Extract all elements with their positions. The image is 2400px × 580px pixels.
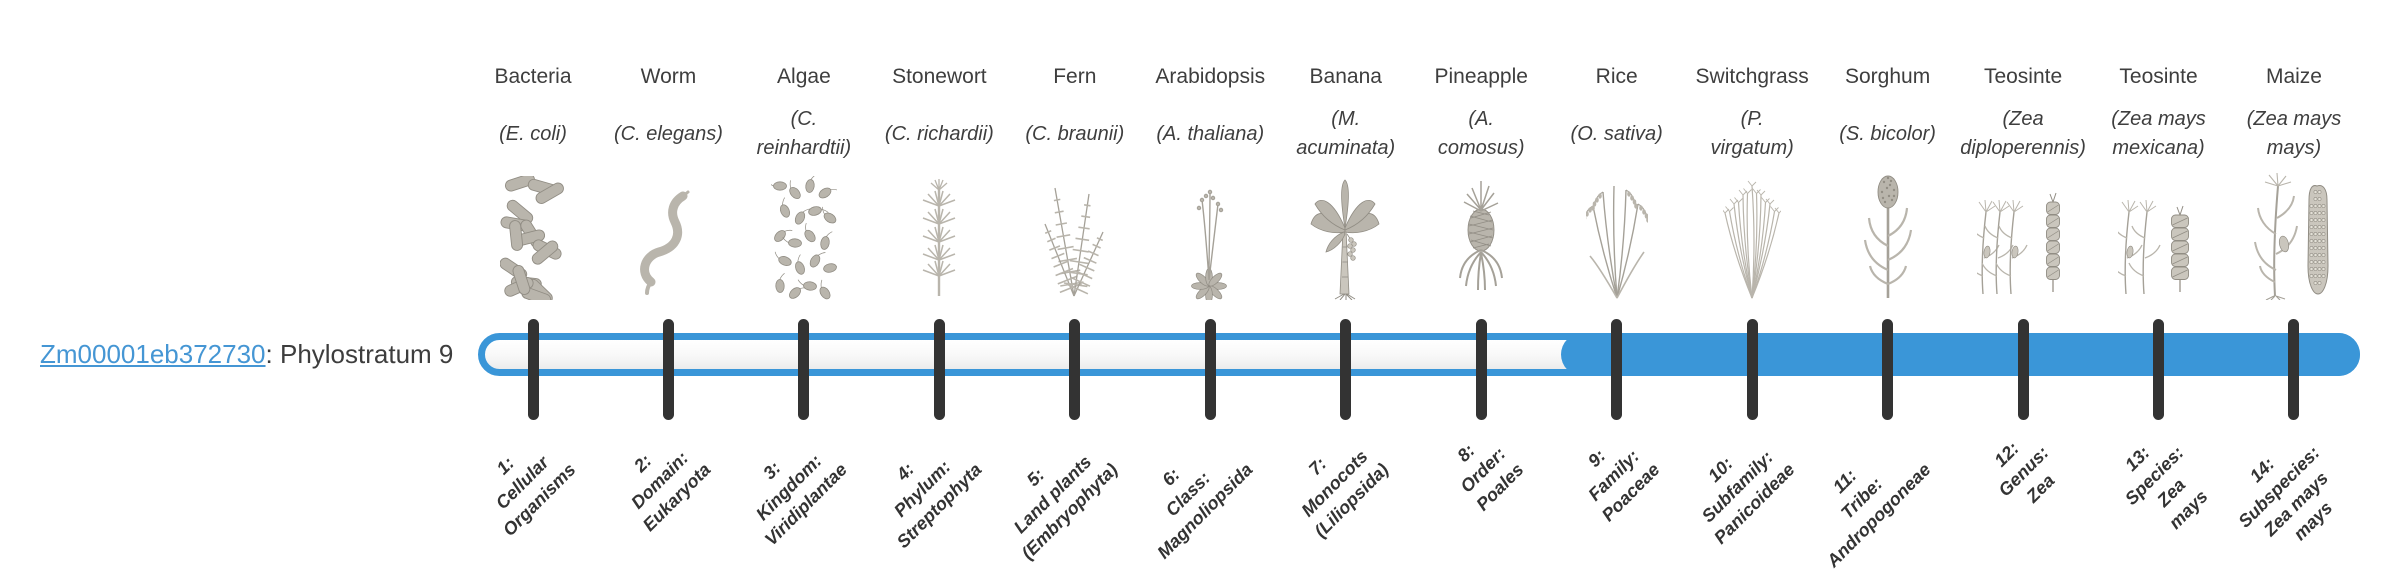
phylostratum-tick <box>1475 319 1487 420</box>
organism-scientific-name: (C. elegans) <box>613 122 723 145</box>
organism-common-name: Stonewort <box>892 65 987 88</box>
phylostratum-tick <box>527 319 539 420</box>
phylostratum-tick <box>2017 319 2029 420</box>
organism-scientific-name: (A. comosus) <box>1437 108 1525 159</box>
phylostratum-label: 6: Class: Magnoliopsida <box>1153 459 1257 563</box>
phylostratum-tick <box>1069 319 1081 420</box>
organism-common-name: Teosinte <box>1983 65 2063 88</box>
organism-scientific-name: (C. richardii) <box>884 122 994 145</box>
phylostratum-label: 13: Species: Zea mays <box>2121 442 2213 533</box>
gene-label: Zm00001eb372730: Phylostratum 9 <box>40 339 453 369</box>
phylostratum-label: 10: Subfamily: Panicoideae <box>1697 446 1799 548</box>
organism-scientific-name: (O. sativa) <box>1570 122 1663 145</box>
phylostratum-label: 12: Genus: Zea <box>1990 438 2059 507</box>
organism-common-name: Sorghum <box>1844 65 1931 88</box>
organism-scientific-name: (P. virgatum) <box>1710 108 1794 159</box>
organism-scientific-name: (E. coli) <box>499 122 567 145</box>
worm-icon <box>613 172 723 300</box>
arabidopsis-icon <box>1155 172 1265 300</box>
organism-scientific-name: (C. braunii) <box>1025 122 1125 145</box>
timeline-filled-segment <box>1561 333 2360 376</box>
phylostratum-label: 11: Tribe: Andropogoneae <box>1822 459 1935 572</box>
organism-scientific-name: (A. thaliana) <box>1156 122 1265 145</box>
phylostratum-label: 1: Cellular Organisms <box>491 452 580 540</box>
organism-common-name: Rice <box>1595 65 1638 88</box>
fern-icon <box>1020 172 1130 300</box>
phylostratum-tick <box>1746 319 1758 420</box>
stonewort-icon <box>884 172 994 300</box>
phylostratum-label: 14: Subspecies: Zea mays mays <box>2234 442 2337 545</box>
organism-common-name: Banana <box>1309 65 1382 88</box>
organism-common-name: Worm <box>640 65 697 88</box>
phylostratum-tick <box>798 319 810 420</box>
organism-common-name: Bacteria <box>494 65 572 88</box>
phylostratum-label: 2: Domain: Eukaryota <box>627 447 715 536</box>
teosinte-diploperennis-icon <box>1968 172 2078 300</box>
phylostratum-tick <box>662 319 674 420</box>
organism-common-name: Algae <box>777 65 831 88</box>
algae-icon <box>749 172 859 300</box>
phylostratum-tick <box>1204 319 1216 420</box>
organism-scientific-name: (S. bicolor) <box>1839 122 1936 145</box>
organism-common-name: Maize <box>2265 65 2322 88</box>
pineapple-icon <box>1426 172 1536 300</box>
organism-common-name: Fern <box>1053 65 1097 88</box>
phylostratum-label: 5: Land plants (Embryophyta) <box>1009 451 1122 564</box>
phylostratum-tick <box>2153 319 2165 420</box>
gene-phylostratum-text: : Phylostratum 9 <box>265 339 454 369</box>
phylostratum-label: 4: Phylum: Streptophyta <box>890 456 986 552</box>
phylostratum-tick <box>2288 319 2300 420</box>
phylostratum-label: 3: Kingdom: Viridiplantae <box>751 450 851 550</box>
organism-common-name: Teosinte <box>2119 65 2198 88</box>
banana-icon <box>1291 172 1401 300</box>
organism-scientific-name: (Zea mays mays) <box>2246 108 2342 159</box>
bacteria-icon <box>478 172 588 300</box>
phylostratum-tick <box>1611 319 1623 420</box>
phylostratum-tick <box>933 319 945 420</box>
rice-icon <box>1562 172 1672 300</box>
organism-scientific-name: (Zea mays mexicana) <box>2111 108 2206 159</box>
phylostratum-tick <box>1882 319 1894 420</box>
phylostratum-label: 9: Family: Poaceae <box>1583 445 1664 526</box>
maize-icon <box>2239 172 2349 300</box>
switchgrass-icon <box>1697 172 1807 300</box>
organism-common-name: Arabidopsis <box>1155 65 1266 88</box>
phylostratum-label: 8: Order: Poales <box>1453 440 1528 515</box>
sorghum-icon <box>1833 172 1943 300</box>
organism-scientific-name: (C. reinhardtii) <box>756 108 852 159</box>
organism-common-name: Pineapple <box>1434 65 1528 88</box>
phylostratum-tick <box>1340 319 1352 420</box>
teosinte-mexicana-icon <box>2104 172 2214 300</box>
organism-scientific-name: (Zea diploperennis) <box>1960 108 2086 159</box>
organism-common-name: Switchgrass <box>1695 65 1809 88</box>
gene-id-link[interactable]: Zm00001eb372730 <box>40 339 266 369</box>
organism-scientific-name: (M. acuminata) <box>1296 108 1396 159</box>
phylostratum-label: 7: Monocots (Liliopsida) <box>1297 446 1393 542</box>
